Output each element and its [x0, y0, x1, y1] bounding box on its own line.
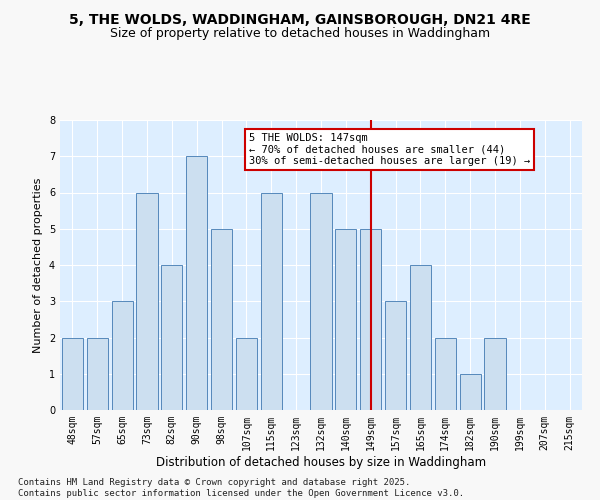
Bar	[62, 338, 83, 410]
Bar	[460, 374, 481, 410]
Bar	[385, 301, 406, 410]
Text: Size of property relative to detached houses in Waddingham: Size of property relative to detached ho…	[110, 28, 490, 40]
Bar	[112, 301, 133, 410]
Bar	[310, 192, 332, 410]
Bar	[236, 338, 257, 410]
Text: Contains HM Land Registry data © Crown copyright and database right 2025.
Contai: Contains HM Land Registry data © Crown c…	[18, 478, 464, 498]
Bar	[261, 192, 282, 410]
X-axis label: Distribution of detached houses by size in Waddingham: Distribution of detached houses by size …	[156, 456, 486, 468]
Bar	[484, 338, 506, 410]
Bar	[136, 192, 158, 410]
Bar	[335, 229, 356, 410]
Bar	[410, 265, 431, 410]
Bar	[161, 265, 182, 410]
Bar	[360, 229, 381, 410]
Y-axis label: Number of detached properties: Number of detached properties	[34, 178, 43, 352]
Bar	[186, 156, 207, 410]
Bar	[87, 338, 108, 410]
Text: 5, THE WOLDS, WADDINGHAM, GAINSBOROUGH, DN21 4RE: 5, THE WOLDS, WADDINGHAM, GAINSBOROUGH, …	[69, 12, 531, 26]
Bar	[211, 229, 232, 410]
Bar	[435, 338, 456, 410]
Text: 5 THE WOLDS: 147sqm
← 70% of detached houses are smaller (44)
30% of semi-detach: 5 THE WOLDS: 147sqm ← 70% of detached ho…	[249, 132, 530, 166]
